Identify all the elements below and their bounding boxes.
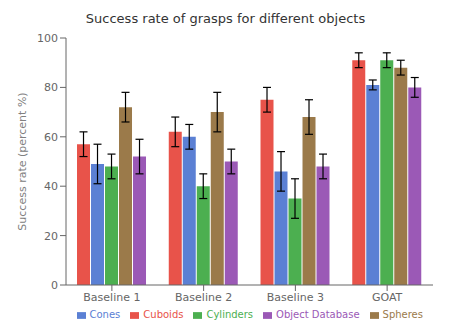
svg-text:40: 40 <box>44 180 58 193</box>
svg-text:20: 20 <box>44 230 58 243</box>
svg-text:80: 80 <box>44 81 58 94</box>
html-text:Cones: Cones <box>89 309 121 320</box>
svg-text:60: 60 <box>44 131 58 144</box>
svg-text:Baseline 3: Baseline 3 <box>267 291 324 304</box>
html-text:Object Database: Object Database <box>276 309 360 320</box>
svg-text:Baseline 2: Baseline 2 <box>175 291 232 304</box>
html-text:Success rate of grasps for dif: Success rate of grasps for different obj… <box>85 11 366 26</box>
svg-text:0: 0 <box>51 279 58 292</box>
svg-text:100: 100 <box>37 32 58 45</box>
html-text:Spheres: Spheres <box>382 309 423 320</box>
svg-text:Baseline 1: Baseline 1 <box>83 291 140 304</box>
html-text:Cuboids: Cuboids <box>143 309 184 320</box>
html-text:Cylinders: Cylinders <box>206 309 254 320</box>
svg-text:GOAT: GOAT <box>372 291 403 304</box>
svg-text:Success rate (percent %): Success rate (percent %) <box>16 92 29 230</box>
